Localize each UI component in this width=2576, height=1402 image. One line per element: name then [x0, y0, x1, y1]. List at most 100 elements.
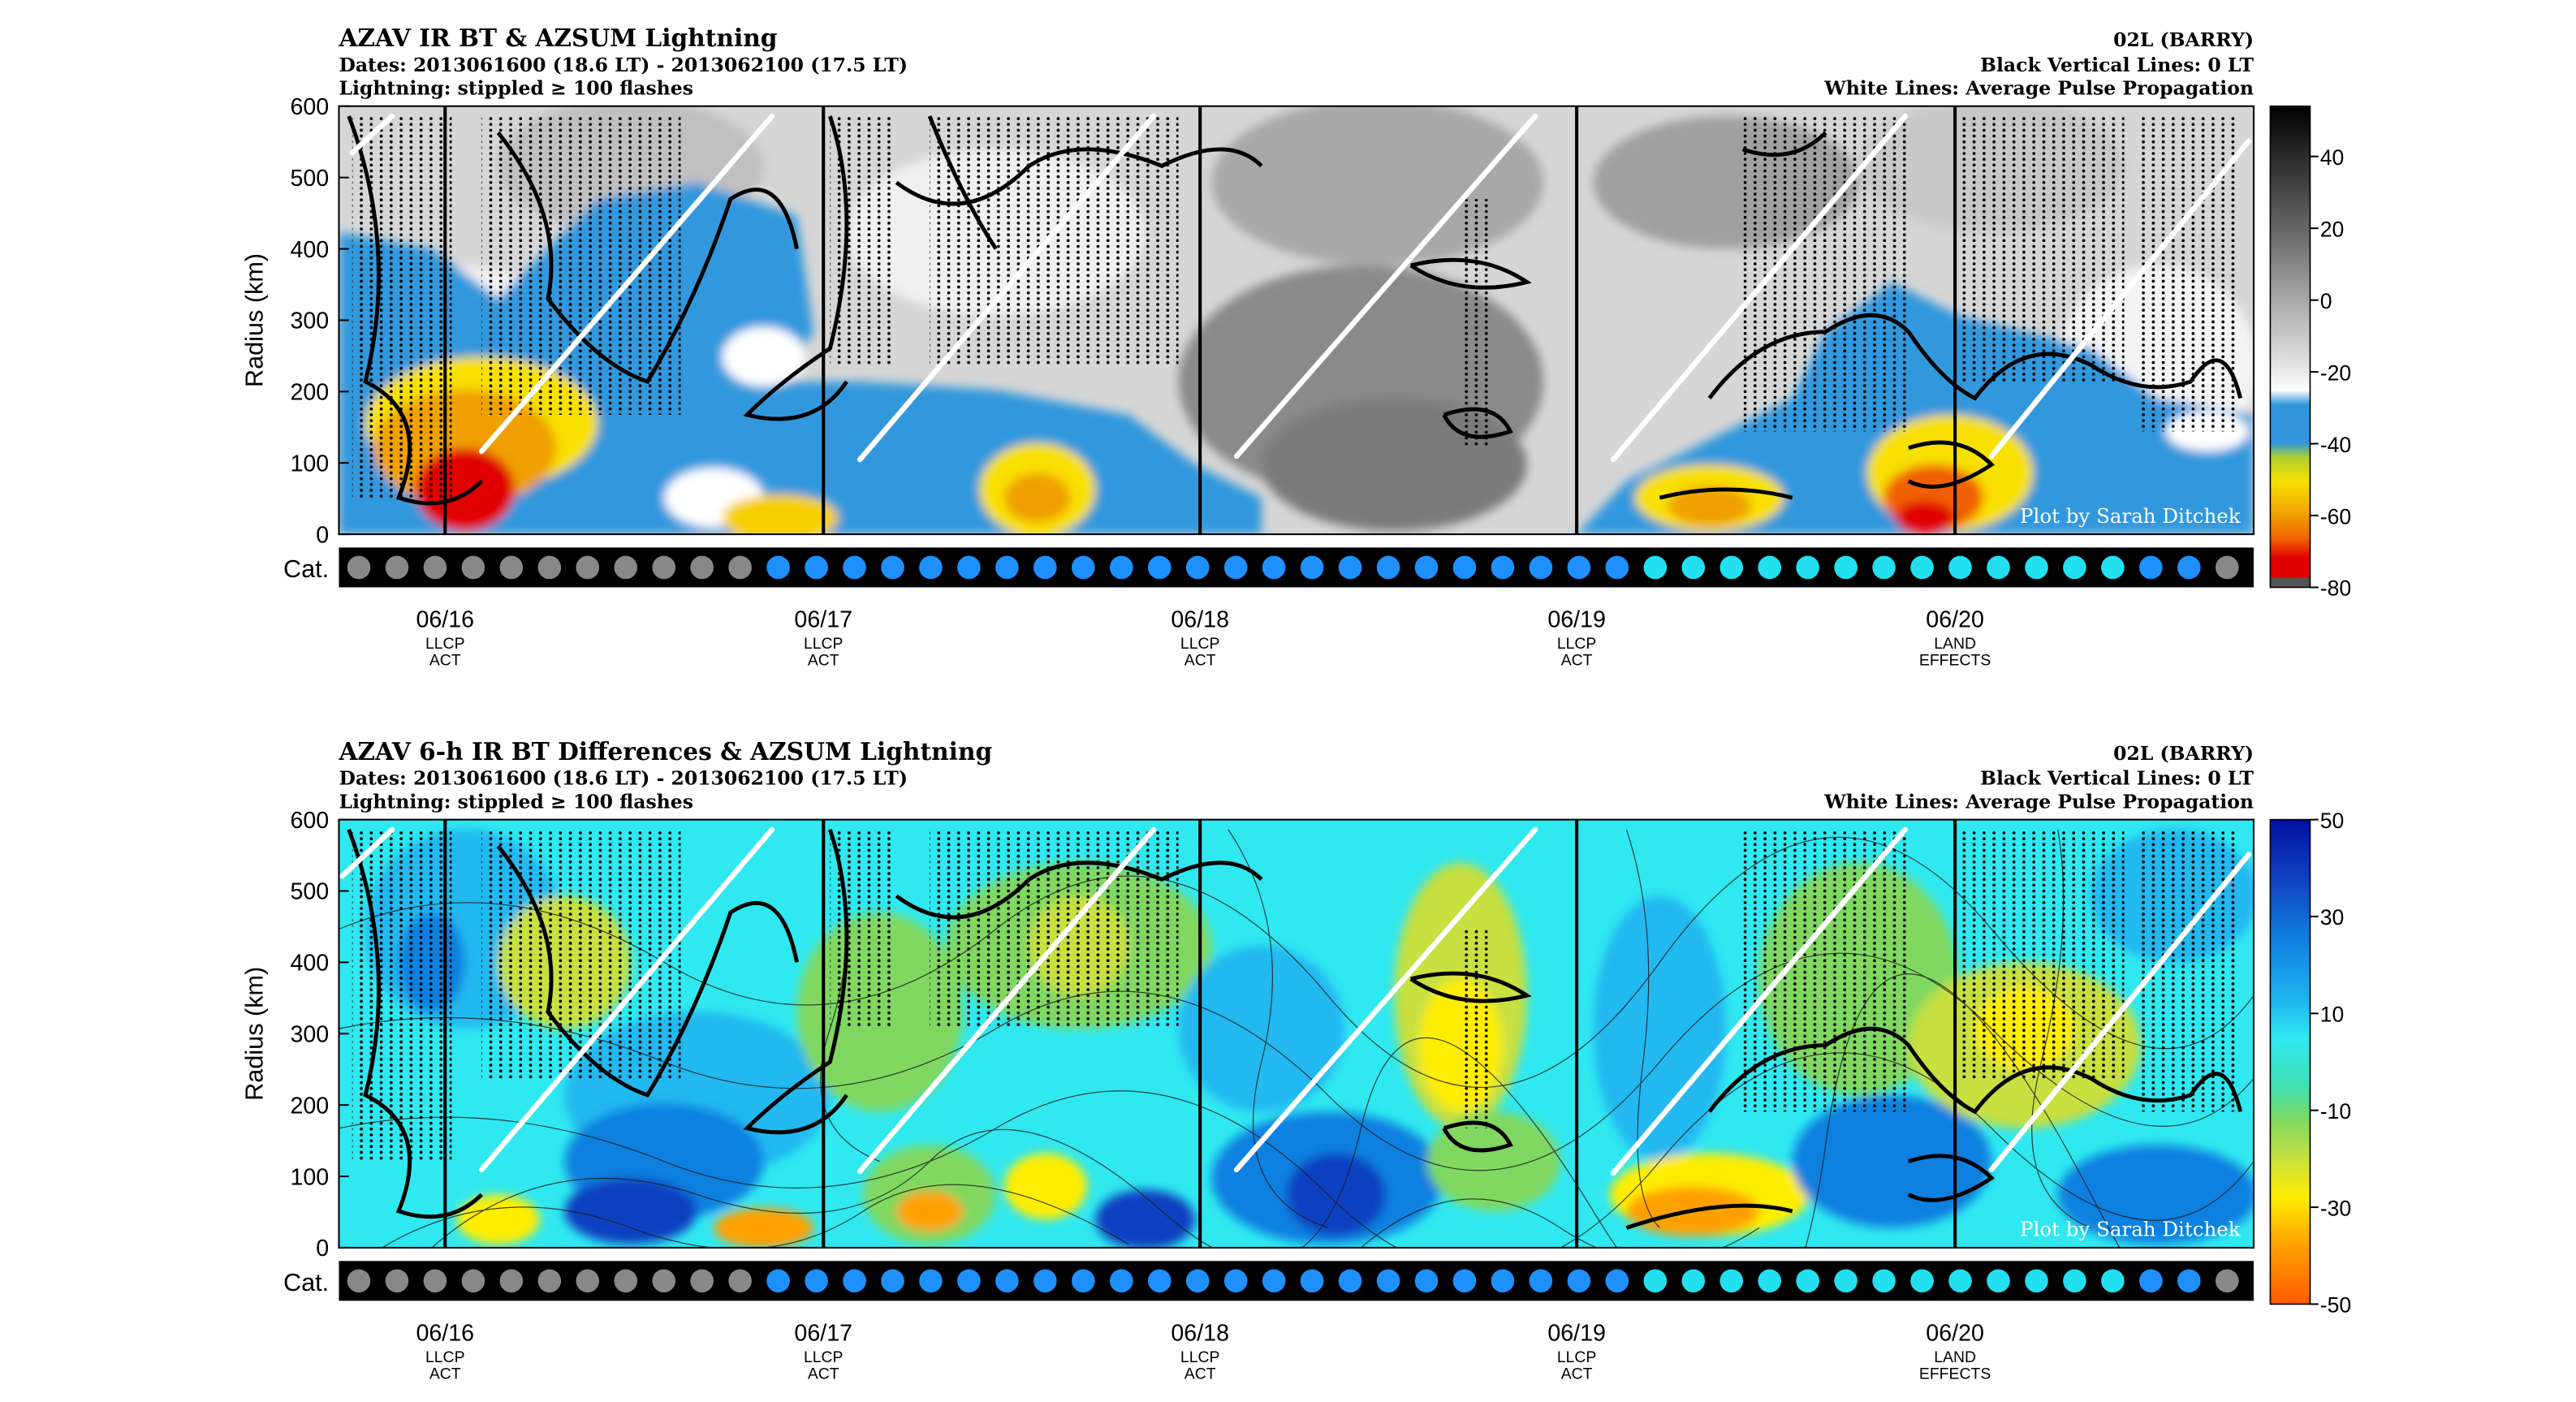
- bottom-category-dot: [805, 1269, 828, 1293]
- top-category-dot: [1376, 555, 1400, 580]
- bottom-category-dot: [2215, 1269, 2239, 1293]
- bottom-ytick-label: 600: [290, 808, 329, 834]
- bottom-category-dots: [347, 1269, 2239, 1293]
- top-xdate-note: ACT: [429, 652, 461, 670]
- bottom-xdate-note: LLCP: [1557, 1348, 1597, 1366]
- bottom-category-dot: [1147, 1269, 1171, 1293]
- bottom-xdate-note: LAND: [1934, 1348, 1976, 1366]
- top-category-dot: [1529, 555, 1553, 580]
- top-category-dot: [690, 555, 714, 580]
- bottom-xdate-note: EFFECTS: [1919, 1365, 1991, 1383]
- top-cb-tick-label: 20: [2320, 217, 2345, 241]
- top-category-dot: [1719, 555, 1744, 580]
- top-ytick-label: 400: [290, 237, 329, 263]
- top-cb-tick-label: -80: [2320, 576, 2351, 601]
- bottom-category-dot: [2063, 1269, 2086, 1293]
- top-xdate-label: 06/18: [1171, 607, 1229, 633]
- top-colorbar-ticks: 40 20 0 -20 -40 -60 -80: [2310, 145, 2351, 601]
- bottom-cb-tick-label: 50: [2320, 809, 2345, 833]
- bottom-xdate-label: 06/20: [1926, 1320, 1984, 1346]
- top-category-dot: [2101, 555, 2125, 580]
- bottom-xdate-note: ACT: [1561, 1365, 1593, 1383]
- top-cb-tick-label: -40: [2320, 433, 2351, 457]
- bottom-white-lines-note: White Lines: Average Pulse Propagation: [1823, 790, 2254, 813]
- top-cb-tick-label: -20: [2320, 360, 2351, 385]
- bottom-ytick-label: 0: [316, 1236, 329, 1262]
- top-0lt-lines: [443, 106, 1957, 535]
- bottom-category-dot: [1643, 1269, 1668, 1293]
- top-category-dots: [347, 555, 2239, 580]
- bottom-panel: AZAV 6-h IR BT Differences & AZSUM Light…: [240, 737, 2351, 1383]
- bottom-category-dot: [957, 1269, 981, 1293]
- bottom-cb-tick-label: 10: [2320, 1003, 2345, 1027]
- top-title: AZAV IR BT & AZSUM Lightning: [338, 24, 777, 52]
- bottom-category-dot: [2101, 1269, 2125, 1293]
- bottom-xdate-note: LLCP: [425, 1348, 465, 1366]
- top-xdate-note: ACT: [1184, 652, 1216, 670]
- top-ylabel: Radius (km): [240, 253, 268, 387]
- top-category-dot: [805, 555, 828, 580]
- top-ytick-label: 200: [290, 380, 329, 406]
- bottom-xdate-note: ACT: [429, 1365, 461, 1383]
- top-category-dot: [957, 555, 981, 580]
- bottom-ytick-label: 300: [290, 1021, 329, 1047]
- bottom-black-lines-note: Black Vertical Lines: 0 LT: [1980, 767, 2254, 790]
- bottom-xdate-note: LLCP: [804, 1348, 844, 1366]
- bottom-category-dot: [1185, 1269, 1210, 1293]
- top-category-dot: [499, 555, 524, 580]
- bottom-category-dot: [995, 1269, 1019, 1293]
- top-category-dot: [2063, 555, 2086, 580]
- bottom-colorbar: [2269, 818, 2311, 1305]
- bottom-category-dot: [1452, 1269, 1477, 1293]
- bottom-ytick-label: 100: [290, 1164, 329, 1190]
- bottom-xdate-label: 06/17: [794, 1320, 852, 1346]
- top-white-lines-note: White Lines: Average Pulse Propagation: [1823, 76, 2254, 99]
- bottom-xdate-note: ACT: [808, 1365, 839, 1383]
- top-xdate-note: LLCP: [425, 635, 465, 653]
- top-category-dot: [1033, 555, 1057, 580]
- top-category-dot: [843, 555, 866, 580]
- bottom-colorbar-ticks: 50 30 10 -10 -30 -50: [2310, 809, 2351, 1318]
- top-panel: AZAV IR BT & AZSUM Lightning Dates: 2013…: [240, 24, 2351, 669]
- top-category-label: Cat.: [283, 555, 329, 583]
- top-category-dot: [1758, 555, 1782, 580]
- bottom-category-dot: [1338, 1269, 1362, 1293]
- top-category-dot: [1643, 555, 1668, 580]
- bottom-0lt-lines: [443, 819, 1957, 1248]
- bottom-category-dot: [1758, 1269, 1782, 1293]
- top-category-dot: [347, 555, 371, 580]
- top-category-dot: [1834, 555, 1858, 580]
- top-category-dot: [1072, 555, 1095, 580]
- bottom-category-dot: [2139, 1269, 2163, 1293]
- bottom-category-dot: [1948, 1269, 1972, 1293]
- top-subtitle-lightning: Lightning: stippled ≥ 100 flashes: [339, 76, 693, 99]
- top-cb-tick-label: 0: [2320, 289, 2332, 313]
- top-category-dot: [1185, 555, 1210, 580]
- bottom-category-dot: [1033, 1269, 1057, 1293]
- top-category-dot: [1681, 555, 1706, 580]
- top-category-dot: [2177, 555, 2201, 580]
- bottom-category-dot: [1796, 1269, 1819, 1293]
- top-watermark: Plot by Sarah Ditchek: [2020, 504, 2242, 528]
- top-ytick-label: 0: [316, 522, 329, 548]
- top-ytick-label: 600: [290, 94, 329, 120]
- bottom-xdate-note: ACT: [1184, 1365, 1216, 1383]
- top-xdate-label: 06/20: [1926, 607, 1984, 633]
- bottom-watermark: Plot by Sarah Ditchek: [2020, 1218, 2242, 1241]
- bottom-storm-name: 02L (BARRY): [2113, 742, 2254, 765]
- top-category-dot: [1796, 555, 1819, 580]
- bottom-category-label: Cat.: [283, 1269, 329, 1296]
- top-category-dot: [1910, 555, 1934, 580]
- top-category-dot: [2025, 555, 2048, 580]
- top-category-dot: [2215, 555, 2239, 580]
- bottom-category-dot: [614, 1269, 638, 1293]
- top-xdate-label: 06/19: [1547, 607, 1606, 633]
- bottom-category-dot: [1072, 1269, 1095, 1293]
- bottom-category-dot: [385, 1269, 409, 1293]
- top-y-axis: 0 100 200 300 400 500 600: [290, 94, 349, 548]
- bottom-category-dot: [1605, 1269, 1629, 1293]
- bottom-ylabel: Radius (km): [240, 967, 268, 1101]
- bottom-category-dot: [843, 1269, 866, 1293]
- top-category-dot: [652, 555, 676, 580]
- top-colorbar: [2269, 105, 2311, 589]
